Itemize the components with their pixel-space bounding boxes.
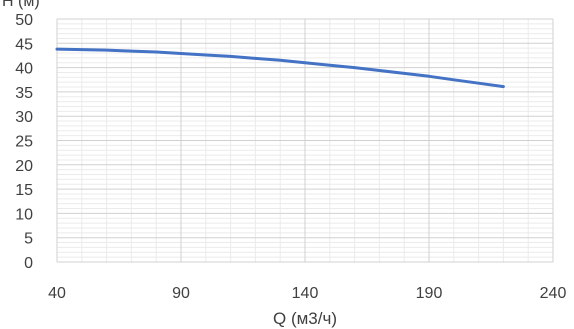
y-tick-label: 40 [15,61,33,78]
x-tick-label: 240 [540,285,567,302]
x-tick-label: 190 [416,285,443,302]
y-tick-label: 45 [15,36,33,53]
y-tick-label: 15 [15,182,33,199]
x-tick-label: 90 [172,285,190,302]
y-tick-label: 10 [15,206,33,223]
x-axis-title: Q (м3/ч) [273,309,337,328]
y-tick-label: 20 [15,158,33,175]
major-gridlines [56,18,554,263]
y-axis-title: H (м) [2,0,40,10]
y-tick-label: 30 [15,109,33,126]
x-tick-label: 40 [48,285,66,302]
y-tick-label: 0 [24,255,33,272]
y-tick-label: 35 [15,85,33,102]
y-tick-label: 5 [24,231,33,248]
x-tick-label: 140 [292,285,319,302]
series-line [55,47,505,89]
tick-labels: 40 90 140 190 240 0 5 10 15 20 25 30 35 40 45 50 [15,12,566,302]
y-tick-label: 25 [15,134,33,151]
series-layer [55,47,505,89]
y-tick-label: 50 [15,12,33,29]
